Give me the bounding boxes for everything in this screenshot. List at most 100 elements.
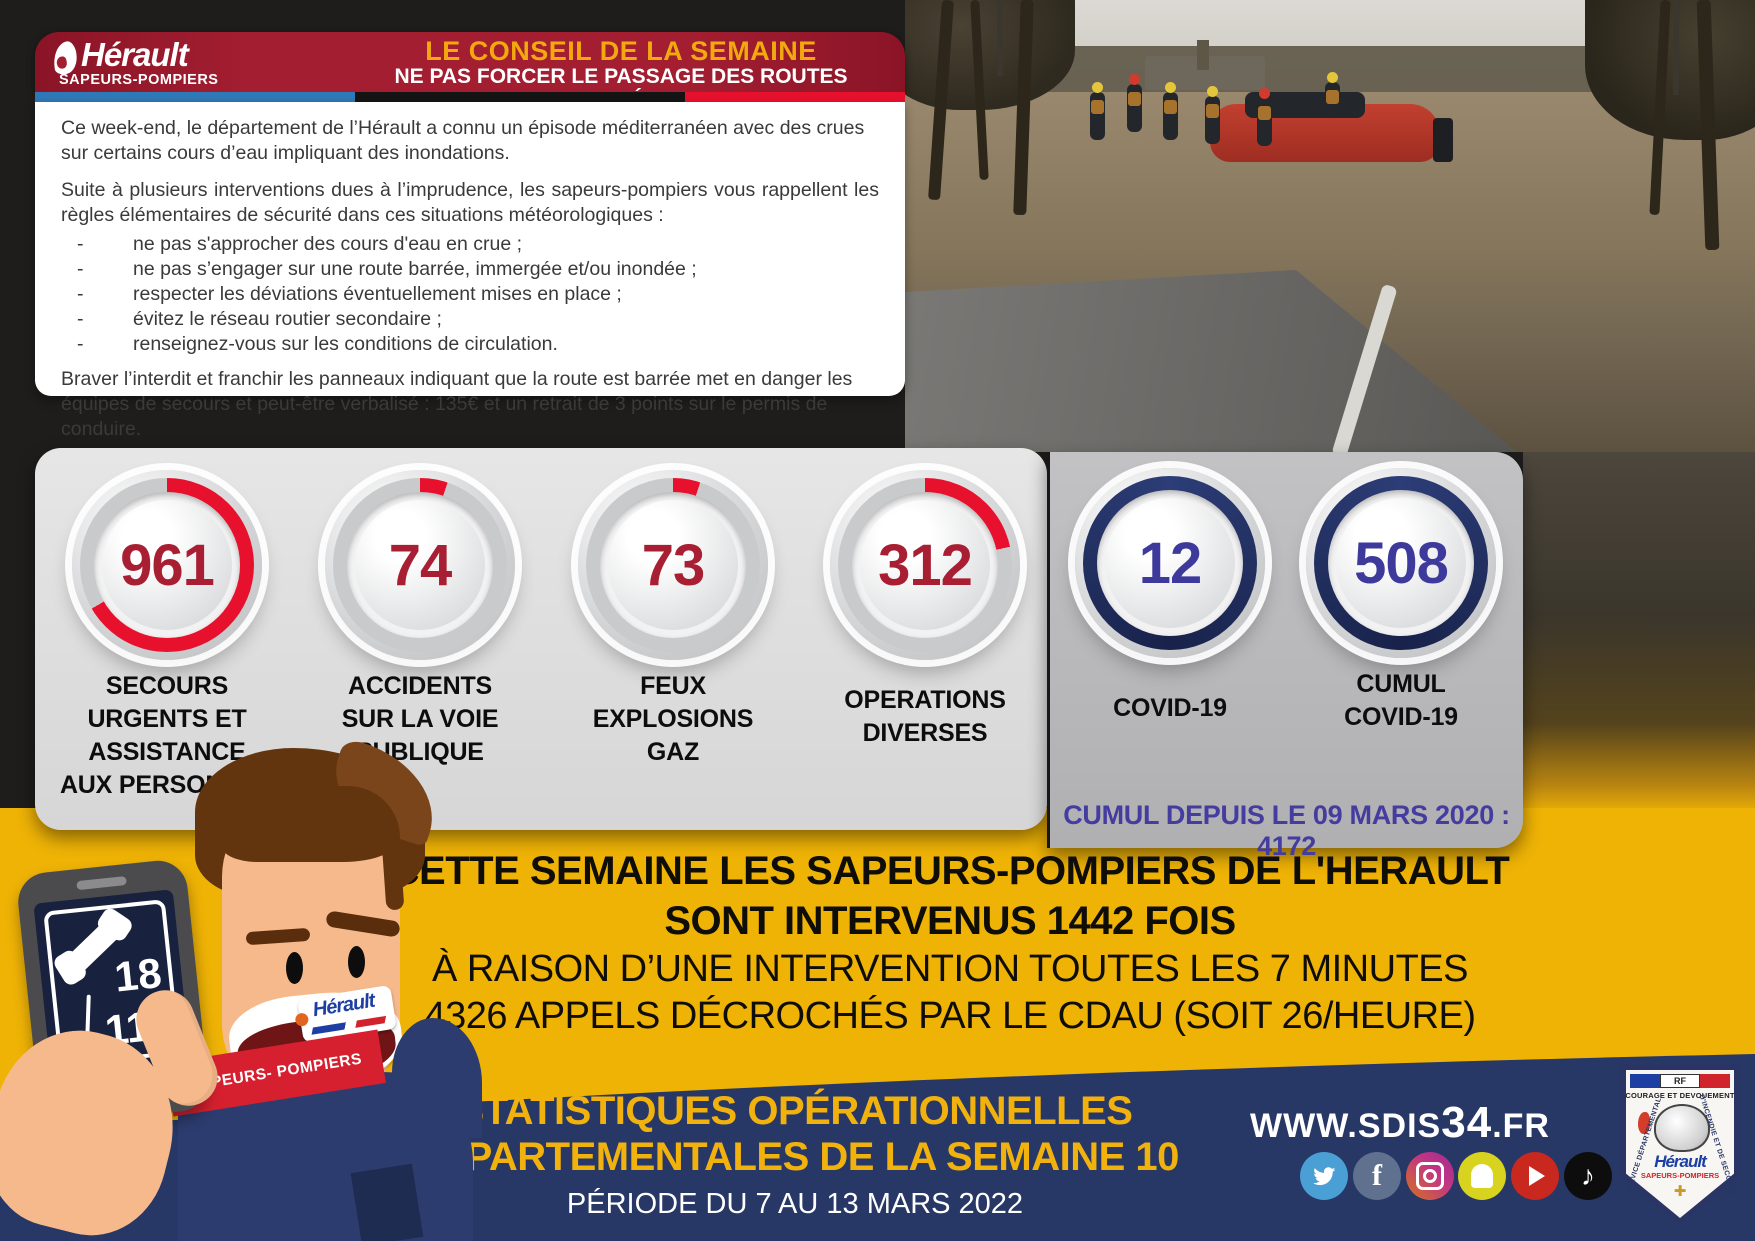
snapchat-icon[interactable] (1458, 1152, 1506, 1200)
weekly-line-4: 4326 APPELS DÉCROCHÉS PAR LE CDAU (SOIT … (424, 995, 1476, 1037)
advice-paragraph-1: Ce week-end, le département de l’Hérault… (61, 117, 865, 164)
site-prefix: WWW.SDIS (1250, 1107, 1442, 1145)
flood-rescue-photo (905, 0, 1755, 452)
bullet-text: ne pas s’engager sur une route barrée, i… (133, 258, 697, 280)
stat-value: 312 (878, 532, 973, 598)
photo-boat-motor (1433, 118, 1453, 162)
gauge-face: 508 (1336, 498, 1466, 628)
twitter-icon[interactable] (1300, 1152, 1348, 1200)
badge-name: Hérault (1654, 1152, 1707, 1171)
weekly-line-2: SONT INTERVENUS 1442 FOIS (664, 899, 1236, 943)
footer-title-1: STATISTIQUES OPÉRATIONNELLES (457, 1089, 1133, 1133)
advice-bullet: - ne pas s'approcher des cours d'eau en … (61, 232, 879, 257)
tiktok-glyph: ♪ (1581, 1160, 1595, 1191)
advice-bullet: - respecter les déviations éventuellemen… (61, 282, 879, 307)
snapchat-ghost-glyph (1471, 1164, 1493, 1188)
badge-rf: RF (1660, 1074, 1700, 1088)
website-url[interactable]: WWW.SDIS34.FR (1170, 1098, 1630, 1148)
stat-gauge-secours: 961 SECOURS URGENTS ET ASSISTANCE AUX PE… (52, 470, 282, 802)
bullet-text: ne pas s'approcher des cours d'eau en cr… (133, 233, 523, 255)
stripe-red (685, 92, 905, 102)
uniform-pocket (350, 1163, 424, 1241)
stat-label: OPERATIONS DIVERSES (844, 686, 1006, 747)
instagram-icon[interactable] (1406, 1152, 1454, 1200)
photo-firefighter (1257, 88, 1272, 146)
weekly-summary: CETTE SEMAINE LES SAPEURS-POMPIERS DE L'… (370, 846, 1530, 1040)
facebook-glyph: f (1372, 1159, 1382, 1192)
covid-cumul-note: CUMUL DEPUIS LE 09 MARS 2020 : 4172 (1063, 800, 1510, 861)
advice-bullet: - ne pas s’engager sur une route barrée,… (61, 257, 879, 282)
photo-church-tower (1197, 40, 1209, 70)
character-eye-right (348, 946, 365, 978)
photo-firefighter-in-boat (1325, 72, 1340, 118)
gauge-face: 74 (355, 500, 485, 630)
bullet-dash: - (77, 233, 84, 255)
photo-firefighter (1090, 82, 1105, 140)
footer-title-2: DÉPARTEMENTALES DE LA SEMAINE 10 (411, 1135, 1179, 1179)
bullet-text: renseignez-vous sur les conditions de ci… (133, 333, 558, 355)
bullet-dash: - (77, 333, 84, 355)
footer-title-block: STATISTIQUES OPÉRATIONNELLES DÉPARTEMENT… (380, 1088, 1210, 1221)
stat-gauge-accidents: 74 ACCIDENTS SUR LA VOIE PUBLIQUE (305, 470, 535, 769)
social-icons-row: f ♪ (1300, 1152, 1620, 1202)
badge-flame-icon (1638, 1112, 1650, 1134)
logo-subtitle: SAPEURS-POMPIERS (59, 72, 219, 88)
stat-value: 961 (120, 532, 215, 598)
stat-gauge-covid: 12 COVID-19 (1055, 468, 1285, 725)
stat-value: 73 (641, 532, 706, 598)
footer-period: PÉRIODE DU 7 AU 13 MARS 2022 (566, 1188, 1024, 1220)
photo-firefighter (1127, 74, 1142, 132)
phone-speaker (76, 876, 127, 891)
stat-gauge-operations: 312 OPERATIONS DIVERSES (810, 470, 1040, 750)
stat-gauge-covid-cumul: 508 CUMUL COVID-19 (1286, 468, 1516, 734)
gauge-bezel: 508 (1306, 468, 1496, 658)
stat-label: COVID-19 (1113, 694, 1227, 722)
banner-title: LE CONSEIL DE LA SEMAINE (425, 36, 817, 66)
photo-trees-left (905, 0, 1075, 110)
photo-firefighter (1163, 82, 1178, 140)
photo-utility-pole (1673, 0, 1679, 95)
advice-paragraph-3: Braver l’interdit et franchir les pannea… (61, 368, 853, 440)
flame-icon (50, 40, 80, 76)
bullet-text: évitez le réseau routier secondaire ; (133, 308, 442, 330)
occitan-cross-icon: ✚ (1673, 1183, 1687, 1200)
stat-label: FEUX EXPLOSIONS GAZ (592, 672, 754, 766)
tricolor-stripe (35, 92, 905, 102)
gauge-bezel: 74 (325, 470, 515, 660)
stat-gauge-feux: 73 FEUX EXPLOSIONS GAZ (558, 470, 788, 769)
photo-utility-pole (997, 0, 1003, 76)
photo-wet-road-strip (1523, 452, 1755, 814)
stats-panel: 961 SECOURS URGENTS ET ASSISTANCE AUX PE… (35, 448, 1047, 830)
character-eye-left (286, 952, 303, 984)
bullet-dash: - (77, 258, 84, 280)
gauge-face: 312 (860, 500, 990, 630)
gauge-bezel: 312 (830, 470, 1020, 660)
weekly-line-1: CETTE SEMAINE LES SAPEURS-POMPIERS DE L'… (390, 849, 1510, 893)
stripe-black (355, 92, 685, 102)
stat-value: 508 (1354, 530, 1449, 596)
gauge-bezel: 73 (578, 470, 768, 660)
advice-paragraph-2: Suite à plusieurs interventions dues à l… (61, 179, 879, 226)
youtube-icon[interactable] (1511, 1152, 1559, 1200)
gauge-face: 73 (608, 500, 738, 630)
covid-panel: 12 COVID-19 508 CUMUL COVID-19 CUMUL DEP… (1047, 452, 1523, 861)
gauge-face: 961 (102, 500, 232, 630)
tiktok-icon[interactable]: ♪ (1564, 1152, 1612, 1200)
site-number: 34 (1441, 1098, 1493, 1147)
site-suffix: .FR (1492, 1107, 1550, 1145)
character-hair-fringe (222, 786, 400, 862)
advice-bullet: - évitez le réseau routier secondaire ; (61, 307, 879, 332)
badge-motto: COURAGE ET DEVOUEMENT (1625, 1091, 1735, 1100)
photo-firefighter (1205, 86, 1220, 144)
stat-value: 74 (388, 532, 453, 598)
sdis34-badge: RF COURAGE ET DEVOUEMENT Hérault SAPEURS… (1620, 1064, 1740, 1224)
youtube-play-glyph (1529, 1166, 1545, 1186)
weekly-line-3: À RAISON D’UNE INTERVENTION TOUTES LES 7… (432, 948, 1468, 990)
stat-label: CUMUL COVID-19 (1344, 670, 1458, 731)
facebook-icon[interactable]: f (1353, 1152, 1401, 1200)
badge-subname: SAPEURS-POMPIERS (1640, 1171, 1720, 1180)
stripe-blue (35, 92, 355, 102)
header-banner: Hérault SAPEURS-POMPIERS LE CONSEIL DE L… (35, 32, 905, 112)
bullet-dash: - (77, 308, 84, 330)
